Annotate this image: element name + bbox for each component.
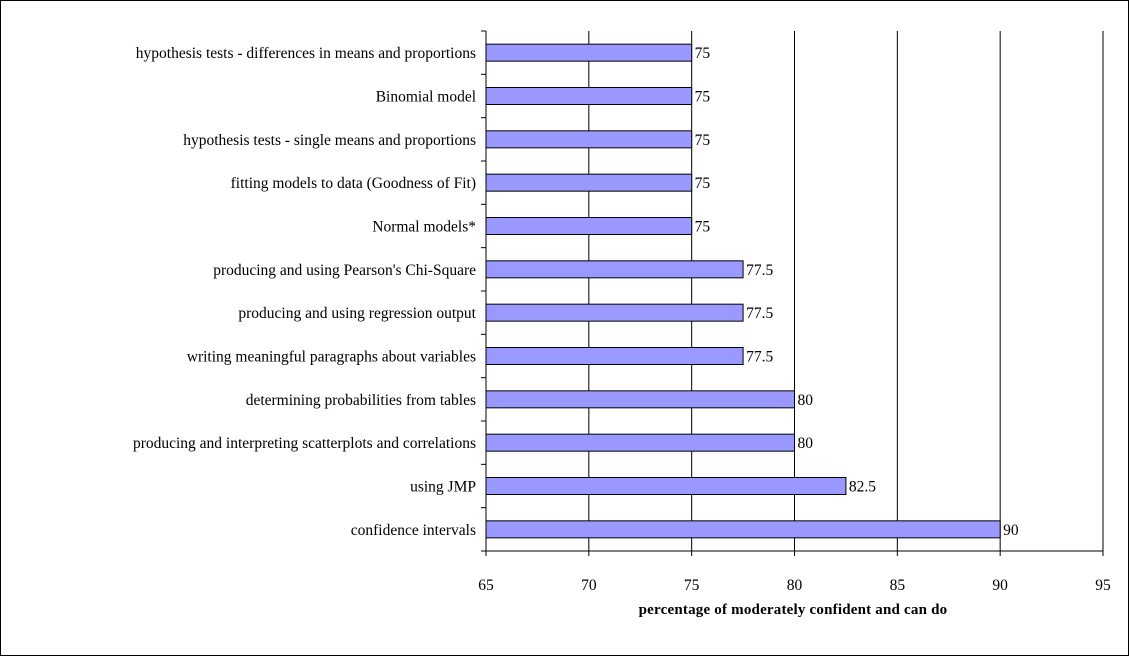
data-label: 80 [798,392,814,409]
data-label: 77.5 [746,262,773,279]
gridlines [588,31,1104,551]
data-label: 75 [695,89,711,106]
data-label: 82.5 [849,479,876,496]
x-tick-label: 75 [684,577,700,594]
data-label: 75 [695,45,711,62]
bar [485,173,693,192]
x-tick-label: 80 [787,577,803,594]
bar [485,260,744,279]
bars [485,43,1001,539]
category-label: using JMP [410,479,476,496]
category-label: hypothesis tests - differences in means … [136,45,476,62]
bar [485,87,693,105]
category-label: hypothesis tests - single means and prop… [183,132,476,149]
category-label: Normal models* [372,219,476,236]
data-label: 80 [798,435,814,452]
data-label: 77.5 [746,349,773,366]
category-label: Binomial model [376,89,476,106]
bar [485,43,693,62]
bar [485,520,1001,539]
x-tick-label: 65 [478,577,494,594]
bar [485,477,847,495]
axes [481,30,1104,556]
x-tick-label: 85 [890,577,906,594]
x-tick-label: 70 [581,577,597,594]
category-label: producing and interpreting scatterplots … [133,435,476,452]
category-label: writing meaningful paragraphs about vari… [187,349,476,366]
bar [485,217,693,235]
data-label: 77.5 [746,305,773,322]
data-label: 75 [695,175,711,192]
bar [485,433,795,452]
labels: 75 hypothesis tests - differences in mean… [133,45,1111,594]
x-tick-label: 90 [992,577,1008,594]
bar [485,303,744,322]
data-label: 90 [1003,522,1019,539]
x-tick-label: 95 [1095,577,1111,594]
category-label: producing and using Pearson's Chi-Square [213,262,476,279]
data-label: 75 [695,219,711,236]
data-label: 75 [695,132,711,149]
category-label: confidence intervals [351,522,476,539]
x-axis-title: percentage of moderately confident and c… [639,602,948,618]
bar [485,390,795,409]
bar [485,347,744,365]
category-label: determining probabilities from tables [246,392,476,409]
category-label: producing and using regression output [238,305,476,322]
bar [485,130,693,149]
category-label: fitting models to data (Goodness of Fit) [231,175,476,192]
